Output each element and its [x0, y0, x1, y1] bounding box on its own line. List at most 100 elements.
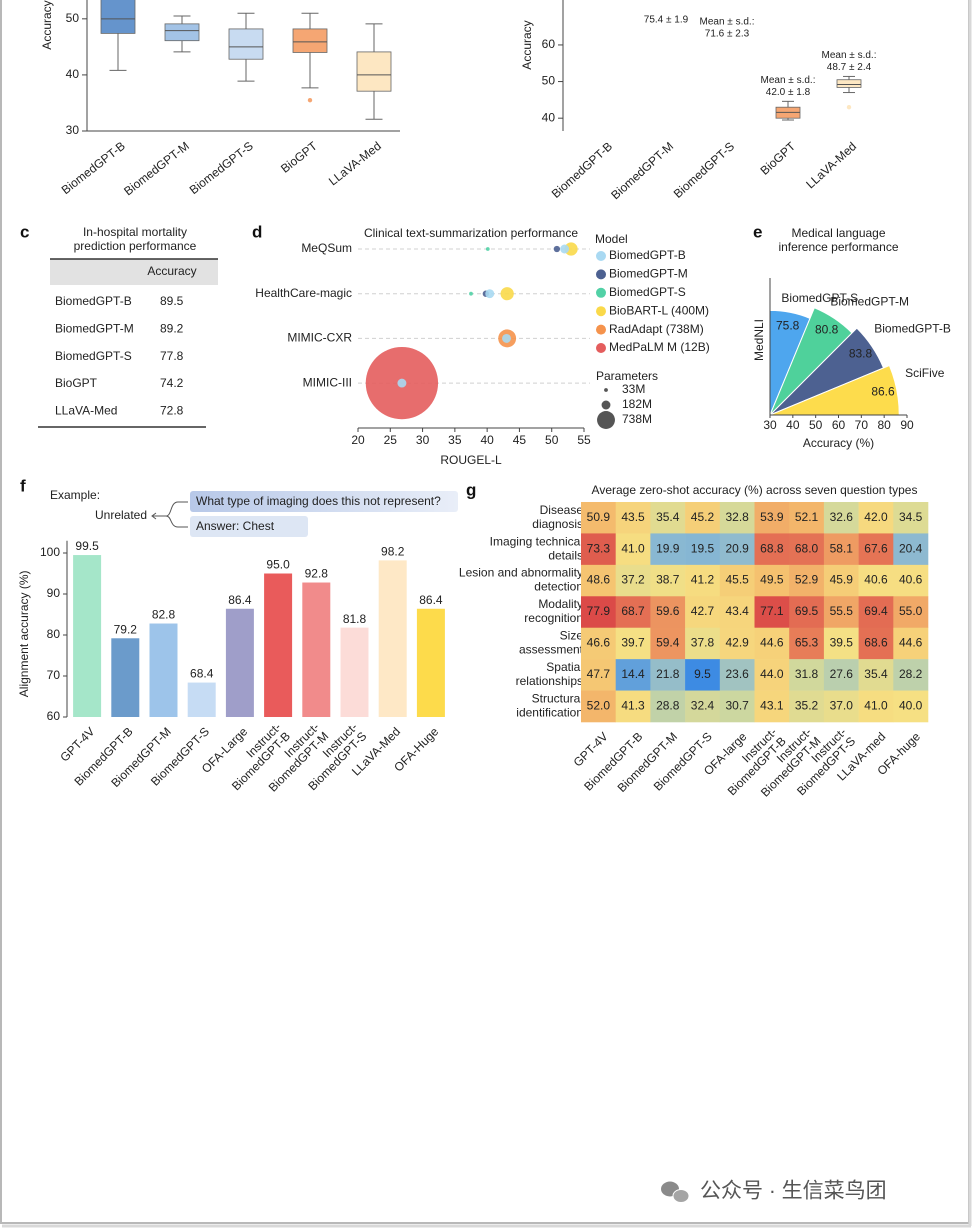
y-tick-label: 100	[40, 545, 60, 559]
cell-label: 52.0	[587, 698, 611, 712]
cell-label: 43.4	[725, 604, 749, 618]
example-tag: Unrelated	[95, 508, 147, 522]
cell	[581, 564, 616, 597]
table-title: prediction performance	[74, 239, 197, 253]
cell-label: 38.7	[656, 573, 680, 587]
legend-swatch	[596, 324, 606, 335]
answer-box	[190, 516, 308, 537]
cell-label: 32.4	[691, 698, 715, 712]
cell	[823, 627, 859, 660]
cell	[581, 533, 616, 566]
cell	[615, 627, 651, 660]
bracket	[151, 501, 188, 528]
outlier	[307, 97, 313, 103]
bar	[187, 682, 216, 717]
cell-label: 77.1	[760, 604, 784, 618]
legend-swatch	[596, 306, 606, 317]
x-tick-label: 70	[855, 418, 869, 432]
annotation: 75.4 ± 1.9	[644, 15, 689, 26]
value-label: 81.8	[343, 612, 367, 626]
x-tick-label: 50	[809, 418, 823, 432]
size-legend-title: Parameters	[596, 369, 658, 383]
cell	[685, 533, 721, 566]
cell-label: 65.3	[795, 636, 819, 650]
chart-title: Clinical text-summarization performance	[364, 226, 578, 240]
outlier	[846, 104, 852, 110]
cell	[823, 564, 859, 597]
cell	[893, 502, 929, 534]
cell	[685, 627, 721, 660]
table-row-label: BiomedGPT-M	[55, 321, 134, 335]
cell-label: 28.2	[899, 667, 923, 681]
table-row-label: BioGPT	[55, 376, 98, 390]
y-tick-label: 60	[542, 37, 556, 51]
cell-label: 43.5	[621, 510, 645, 524]
y-axis-label: Alignment accuracy (%)	[17, 570, 31, 697]
row-label: Size	[560, 629, 584, 643]
table-row-label: LLaVA-Med	[55, 403, 117, 417]
cell	[685, 564, 721, 597]
cell-label: 32.6	[830, 510, 854, 524]
y-tick-label: HealthCare-magic	[255, 286, 352, 300]
cell-label: 21.8	[656, 667, 680, 681]
cell-label: 53.9	[760, 510, 784, 524]
cell	[685, 502, 721, 534]
x-tick-label: BioGPT	[758, 139, 799, 178]
cell	[754, 690, 790, 723]
legend-label: BiomedGPT-B	[609, 248, 686, 262]
bar	[73, 555, 102, 717]
x-tick-label: BiomedGPT-S	[671, 139, 737, 201]
cell-label: 20.4	[899, 541, 923, 555]
cell-label: 68.8	[760, 541, 784, 555]
category-label: BiomedGPT-M	[830, 294, 909, 308]
cell	[650, 627, 686, 660]
category-label: SciFive	[905, 366, 945, 380]
cell-label: 19.9	[656, 541, 680, 555]
cell	[789, 564, 825, 597]
cell-label: 52.1	[795, 510, 819, 524]
bar	[302, 582, 331, 717]
cell	[754, 596, 790, 629]
row-label: detection	[534, 580, 583, 594]
cell-label: 67.6	[864, 541, 888, 555]
y-tick-label: 60	[47, 709, 61, 723]
cell-label: 40.0	[899, 698, 923, 712]
bubble	[553, 245, 561, 253]
size-legend-label: 33M	[622, 382, 645, 396]
value-label: 86.4	[228, 593, 252, 607]
bubble	[397, 378, 407, 388]
annotation: 48.7 ± 2.4	[827, 62, 872, 73]
x-tick-label: 60	[832, 418, 846, 432]
annotation: 71.6 ± 2.3	[705, 29, 750, 40]
cell-label: 35.2	[795, 698, 819, 712]
panel-label: g	[466, 480, 476, 499]
cell	[685, 596, 721, 629]
value-label: 75.8	[776, 318, 800, 332]
cell	[893, 564, 929, 597]
cell	[823, 502, 859, 534]
cell-label: 32.8	[725, 510, 749, 524]
y-tick-label: 90	[47, 586, 61, 600]
cell-label: 69.4	[864, 604, 888, 618]
watermark: 公众号 · 生信菜鸟团	[700, 1180, 887, 1203]
cell	[858, 690, 894, 723]
cell	[893, 533, 929, 566]
bubble	[502, 333, 511, 343]
legend-swatch	[596, 343, 606, 353]
value-label: 82.8	[152, 608, 176, 622]
y-tick-label: 50	[542, 74, 556, 88]
cell	[719, 596, 755, 629]
x-tick-label: BiomedGPT-B	[549, 139, 615, 201]
value-label: 68.4	[190, 667, 214, 681]
cell-label: 59.6	[656, 604, 680, 618]
cell	[789, 690, 825, 723]
box	[100, 0, 136, 34]
cell-label: 68.6	[864, 636, 888, 650]
cell	[650, 596, 686, 629]
value-label: 86.4	[419, 593, 443, 607]
panel-label: f	[20, 476, 26, 495]
x-tick-label: 40	[786, 418, 800, 432]
y-tick-label: MIMIC-III	[303, 375, 352, 389]
cell	[650, 659, 686, 691]
cell	[719, 564, 755, 597]
